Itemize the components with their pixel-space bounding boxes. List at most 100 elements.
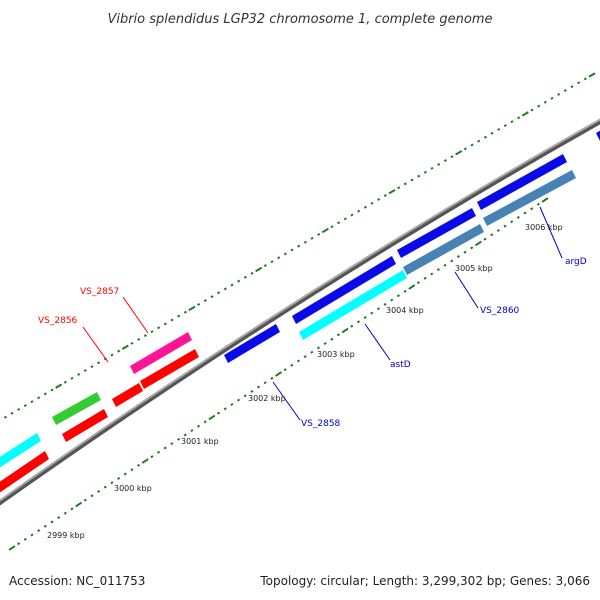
- outer-tick: [255, 266, 263, 273]
- gene-feature-blue-argd[interactable]: [477, 154, 567, 210]
- gene-feature-cyan-left[interactable]: [0, 433, 41, 468]
- outer-tick: [210, 295, 214, 299]
- gene-label-vs2856[interactable]: VS_2856: [38, 316, 78, 326]
- scale-tick: [390, 298, 394, 302]
- outer-tick: [350, 213, 354, 217]
- outer-tick: [183, 310, 187, 314]
- outer-tick: [310, 236, 314, 240]
- outer-tick: [217, 291, 221, 295]
- outer-tick: [297, 244, 301, 248]
- scale-tick: [363, 315, 367, 319]
- gene-feature-red-vs2856[interactable]: [62, 409, 108, 442]
- gene-feature-green[interactable]: [52, 392, 101, 425]
- leader-argd: [539, 206, 563, 259]
- outer-tick: [283, 252, 287, 256]
- outer-tick: [303, 240, 307, 244]
- outer-tick: [477, 139, 481, 143]
- outer-tick: [37, 396, 41, 400]
- outer-tick: [250, 271, 254, 275]
- outer-tick: [143, 334, 147, 338]
- gene-feature-blue-3005[interactable]: [397, 208, 476, 258]
- scale-label-3005: 3005 kbp: [455, 264, 493, 273]
- gene-label-vs2857[interactable]: VS_2857: [80, 287, 119, 297]
- gene-feature-pink-vs2857[interactable]: [130, 332, 192, 374]
- gene-label-astd[interactable]: astD: [390, 360, 411, 370]
- gene-feature-steel-argd[interactable]: [483, 170, 576, 226]
- outer-tick: [63, 380, 67, 384]
- scale-tick: [296, 359, 301, 363]
- scale-tick: [423, 276, 427, 280]
- scale-tick: [230, 402, 234, 406]
- outer-tick: [55, 383, 63, 389]
- outer-tick: [550, 96, 554, 100]
- scale-tick: [536, 202, 540, 206]
- outer-tick: [70, 376, 74, 380]
- scale-tick: [216, 411, 221, 415]
- outer-tick: [83, 369, 87, 373]
- scale-tick: [170, 442, 174, 446]
- gene-feature-red-vs2857[interactable]: [140, 349, 199, 389]
- scale-tick: [275, 371, 282, 377]
- outer-tick: [463, 147, 467, 151]
- scale-tick: [97, 489, 101, 493]
- leader-vs2860: [454, 271, 479, 309]
- outer-tick: [363, 205, 367, 209]
- scale-tick: [57, 516, 61, 520]
- gene-feature-red-left[interactable]: [0, 451, 49, 493]
- scale-label-3006: 3006 kbp: [525, 223, 563, 232]
- gene-leader-lines: [82, 206, 563, 421]
- scale-tick: [456, 255, 460, 259]
- outer-tick: [263, 264, 267, 268]
- scale-tick: [256, 385, 261, 389]
- genome-summary-text: Topology: circular; Length: 3,299,302 bp…: [259, 574, 590, 588]
- scale-tick: [83, 498, 87, 502]
- gene-features: [0, 128, 600, 493]
- outer-tick: [290, 248, 294, 252]
- outer-tick: [177, 314, 181, 318]
- scale-tick: [183, 433, 187, 437]
- scale-tick: [470, 246, 474, 250]
- outer-tick: [570, 85, 574, 89]
- scale-tick: [356, 320, 361, 324]
- scale-tick: [503, 224, 507, 228]
- outer-tick: [230, 283, 234, 287]
- scale-tick: [383, 302, 387, 306]
- scale-tick: [137, 463, 141, 467]
- scale-tick: [130, 468, 134, 472]
- gene-label-vs2860[interactable]: VS_2860: [480, 306, 520, 316]
- outer-tick: [17, 407, 21, 411]
- gene-label-argd[interactable]: argD: [565, 257, 587, 267]
- outer-tick: [243, 275, 247, 279]
- scale-tick: [270, 376, 274, 380]
- gene-feature-red-small[interactable]: [112, 383, 143, 407]
- outer-tick: [170, 318, 174, 322]
- outer-tick: [490, 131, 494, 135]
- gene-feature-blue-vs2858[interactable]: [224, 324, 280, 363]
- scale-tick: [123, 472, 127, 476]
- outer-tick: [557, 92, 561, 96]
- outer-tick: [137, 337, 141, 341]
- scale-tick: [290, 363, 294, 367]
- gene-feature-cyan-astd[interactable]: [299, 270, 407, 340]
- gene-feature-blue-right-edge[interactable]: [596, 128, 600, 141]
- scale-tick: [323, 342, 327, 346]
- outer-tick: [3, 415, 7, 419]
- outer-tick: [188, 305, 196, 311]
- outer-tick: [197, 302, 201, 306]
- scale-tick: [443, 263, 447, 267]
- gene-feature-steel-vs2860[interactable]: [403, 224, 484, 275]
- gene-label-vs2858[interactable]: VS_2858: [301, 419, 341, 429]
- gene-feature-blue-3003[interactable]: [292, 256, 396, 324]
- map-title: Vibrio splendidus LGP32 chromosome 1, co…: [107, 12, 492, 27]
- scale-tick: [350, 324, 354, 328]
- outer-tick: [450, 155, 454, 159]
- scale-tick: [263, 381, 267, 385]
- scale-tick: [490, 233, 494, 237]
- scale-tick: [530, 207, 534, 211]
- scale-tick: [157, 450, 161, 454]
- outer-tick: [117, 349, 121, 353]
- outer-tick: [583, 77, 587, 81]
- backbone-highlight: [0, 118, 600, 502]
- accession-text: Accession: NC_011753: [9, 574, 145, 588]
- scale-tick: [303, 355, 307, 359]
